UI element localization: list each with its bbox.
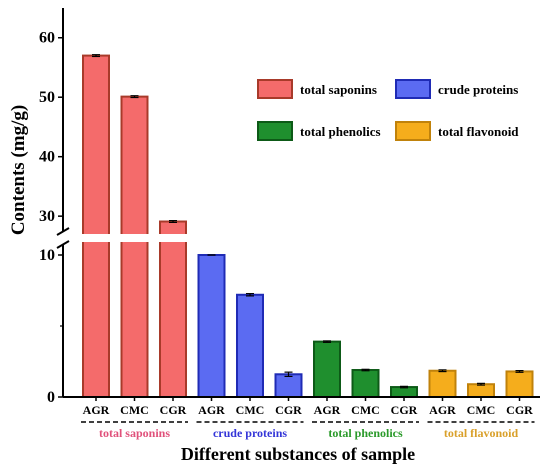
x-tick-label-agr: AGR	[314, 403, 341, 417]
y-tick-label: 30	[39, 208, 55, 225]
bar-total-phenolics-cgr	[390, 386, 418, 398]
group-label-total-saponins: total saponins	[99, 426, 170, 440]
bar-total-flavonoid-cmc	[467, 383, 495, 399]
x-axis-title: Different substances of sample	[181, 444, 415, 464]
bar-total-saponins-agr	[82, 54, 110, 398]
x-tick-label-cmc: CMC	[467, 403, 496, 417]
axis-break-band	[70, 234, 200, 242]
x-tick-label-cgr: CGR	[275, 403, 302, 417]
bar-total-phenolics-cmc	[351, 369, 380, 398]
legend-swatch-total-flavonoid	[395, 121, 431, 141]
bar-crude-proteins-cgr	[274, 373, 303, 398]
y-axis-title: Contents (mg/g)	[8, 105, 29, 235]
legend-label-crude-proteins: crude proteins	[438, 82, 518, 97]
bar-total-phenolics-agr	[313, 340, 341, 398]
legend-swatch-total-phenolics	[257, 121, 293, 141]
y-tick-label: 0	[47, 389, 55, 406]
group-label-total-phenolics: total phenolics	[328, 426, 403, 440]
plot-area: AGR CMC CGR total saponins AGR CMC CGR crude pr…	[39, 8, 540, 440]
x-tick-label-cgr: CGR	[506, 403, 533, 417]
legend-swatch-crude-proteins	[395, 79, 431, 99]
x-tick-label-agr: AGR	[83, 403, 110, 417]
legend: total saponins crude proteins total phenol…	[257, 79, 519, 141]
bar-crude-proteins-agr	[197, 254, 226, 398]
x-tick-label-cmc: CMC	[351, 403, 380, 417]
group-label-crude-proteins: crude proteins	[213, 426, 287, 440]
bar-total-flavonoid-agr	[428, 369, 457, 399]
axis-break-mark	[56, 240, 70, 249]
bar-total-flavonoid-cgr	[505, 370, 534, 399]
legend-label-total-saponins: total saponins	[300, 82, 377, 97]
x-tick-label-cgr: CGR	[160, 403, 187, 417]
x-tick-label-cmc: CMC	[236, 403, 265, 417]
y-tick-label: 60	[39, 30, 55, 47]
bar-total-saponins-cmc	[120, 95, 149, 399]
group-label-total-flavonoid: total flavonoid	[444, 426, 519, 440]
y-tick-label: 50	[39, 89, 55, 106]
x-tick-label-cgr: CGR	[391, 403, 418, 417]
bar-total-saponins-cgr	[159, 220, 187, 398]
legend-label-total-flavonoid: total flavonoid	[438, 124, 519, 139]
axis-break-mark	[56, 227, 70, 236]
y-tick-label: 40	[39, 149, 55, 166]
legend-label-total-phenolics: total phenolics	[300, 124, 381, 139]
x-tick-label-cmc: CMC	[120, 403, 149, 417]
x-tick-label-agr: AGR	[429, 403, 456, 417]
y-tick-label: 10	[39, 247, 55, 264]
x-tick-label-agr: AGR	[198, 403, 225, 417]
bar-crude-proteins-cmc	[236, 293, 264, 399]
legend-swatch-total-saponins	[257, 79, 293, 99]
